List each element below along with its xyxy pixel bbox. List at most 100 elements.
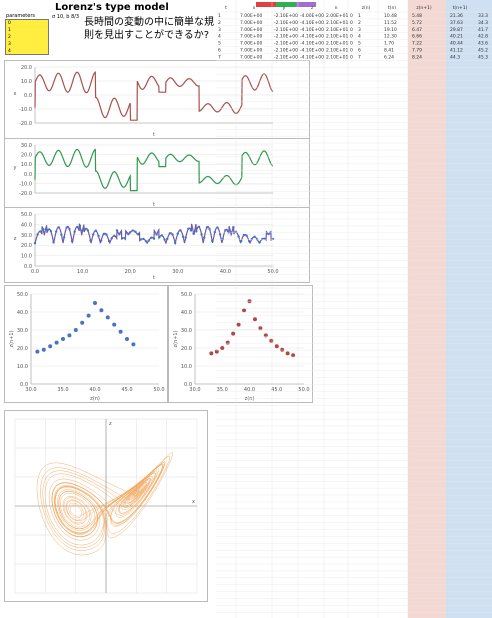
x-timeseries-panel: 20.0 10.0 0.0 -10.0 -20.0 x t bbox=[4, 60, 310, 140]
param-1: 1 bbox=[8, 28, 11, 33]
scatter-point bbox=[99, 308, 104, 313]
x-tick-label: 45.0 bbox=[271, 387, 282, 393]
series-point bbox=[242, 233, 246, 237]
scatter-point bbox=[48, 344, 53, 349]
sheet-column-blue bbox=[446, 0, 492, 618]
sheet-cell: 2.10E+01 bbox=[326, 48, 348, 54]
column-header: t bbox=[225, 5, 227, 11]
x-axis-label: t bbox=[153, 132, 155, 138]
sheet-cell: 10.48 bbox=[384, 13, 397, 19]
y-tick-label: 40.0 bbox=[181, 310, 192, 316]
scatter-point bbox=[86, 313, 91, 318]
sheet-cell: 7.00E+00 bbox=[240, 41, 262, 47]
scatter-point bbox=[209, 351, 214, 356]
series-point bbox=[129, 231, 132, 234]
sheet-cell: 33.3 bbox=[478, 13, 488, 19]
series-point bbox=[210, 239, 214, 243]
sheet-cell: -4.10E+00 bbox=[300, 27, 324, 33]
series-point bbox=[91, 233, 95, 236]
y-tick-label: 0.0 bbox=[184, 382, 192, 388]
series-line bbox=[34, 148, 274, 192]
sheet-cell: 2 bbox=[358, 20, 361, 26]
series-point bbox=[144, 240, 148, 243]
y-axis-label: x bbox=[14, 91, 17, 97]
column-header: t(n) bbox=[388, 5, 396, 11]
x-timeseries-chart: 20.0 10.0 0.0 -10.0 -20.0 x t bbox=[14, 65, 274, 138]
x-tick-label: 30.0 bbox=[189, 387, 200, 393]
scatter-panel-a: 0.0 10.0 20.0 30.0 40.0 50.0 30.0 35.0 40.0 45.0 5… bbox=[4, 285, 168, 403]
y-axis-label: z bbox=[14, 236, 17, 242]
sheet-cell: 1.70 bbox=[384, 41, 394, 47]
sheet-cell: 44.3 bbox=[450, 54, 460, 60]
sheet-cell: 7 bbox=[218, 54, 221, 60]
series-point bbox=[78, 224, 82, 228]
param-4: 4 bbox=[8, 49, 11, 54]
series-point bbox=[197, 225, 201, 229]
scatter-point bbox=[280, 347, 285, 352]
series-point bbox=[97, 234, 100, 238]
sheet-cell: 1 bbox=[358, 13, 361, 19]
y-tick-label: 0.0 bbox=[24, 172, 32, 178]
y-tick-label: 30.0 bbox=[21, 233, 32, 239]
series-point bbox=[44, 228, 47, 231]
sheet-cell: -2.10E+00 bbox=[274, 41, 298, 47]
series-point bbox=[136, 233, 140, 236]
series-point bbox=[200, 233, 203, 236]
series-point bbox=[224, 228, 227, 232]
sheet-cell: 6.66 bbox=[412, 34, 422, 40]
scatter-point bbox=[231, 331, 236, 336]
sheet-cell: -4.10E+00 bbox=[300, 41, 324, 47]
sheet-cell: 5 bbox=[358, 41, 361, 47]
x-tick-label: 40.0 bbox=[89, 387, 100, 393]
sheet-cell: -2.10E+00 bbox=[274, 34, 298, 40]
sheet-cell: 7.00E+00 bbox=[240, 48, 262, 54]
column-header: z bbox=[311, 6, 314, 11]
series-point bbox=[107, 239, 111, 243]
scatter-point bbox=[214, 349, 219, 354]
series-point bbox=[115, 229, 119, 232]
series-point bbox=[258, 241, 261, 244]
scatter-point bbox=[131, 342, 136, 347]
scatter-point bbox=[54, 340, 59, 345]
question-line-2: 則を見出すことができるか? bbox=[84, 30, 210, 41]
scatter-point bbox=[269, 338, 274, 343]
sheet-cell: 7 bbox=[358, 54, 361, 60]
sheet-cell: 0 bbox=[350, 48, 353, 54]
sheet-cell: 0 bbox=[350, 13, 353, 19]
sheet-cell: 7.00E+00 bbox=[240, 54, 262, 60]
spreadsheet[interactable]: t x y z n z(n) t(n) z(n+1) t(n+1) 1 7.00E+00 -2.10E… bbox=[216, 0, 492, 618]
column-header: z(n) bbox=[362, 5, 371, 11]
y-tick-label: -20.0 bbox=[19, 191, 32, 197]
y-axis-label: z(n+1) bbox=[9, 330, 15, 347]
series-point bbox=[213, 230, 217, 234]
y-tick-label: 30.0 bbox=[181, 328, 192, 334]
x-tick-label: 10.0 bbox=[77, 269, 88, 275]
series-point bbox=[134, 230, 137, 234]
sheet-cell: -4.10E+00 bbox=[300, 54, 324, 60]
sheet-cell: 45.3 bbox=[478, 54, 488, 60]
series-point bbox=[62, 236, 66, 239]
series-point bbox=[205, 226, 209, 229]
y-tick-label: 0.0 bbox=[24, 264, 32, 270]
series-point bbox=[152, 237, 156, 240]
param-label: parameters bbox=[6, 13, 36, 19]
column-header: x bbox=[253, 6, 256, 11]
series-point bbox=[181, 235, 185, 238]
y-tick-label: 50.0 bbox=[181, 292, 192, 298]
series-point bbox=[102, 232, 105, 236]
sheet-cell: 7.00E+00 bbox=[240, 13, 262, 19]
scatter-point bbox=[80, 320, 85, 325]
series-point bbox=[237, 235, 240, 238]
sheet-cell: 29.87 bbox=[450, 27, 463, 33]
y-tick-label: 20.0 bbox=[21, 153, 32, 159]
sheet-cell: -2.10E+00 bbox=[274, 54, 298, 60]
scatter-point bbox=[61, 337, 65, 341]
y-tick-label: 20.0 bbox=[181, 346, 192, 352]
sheet-cell: 42.8 bbox=[478, 34, 488, 40]
series-point bbox=[142, 237, 145, 241]
y-tick-label: 20.0 bbox=[21, 65, 32, 71]
series-point bbox=[33, 241, 37, 245]
x-tick-label: 45.0 bbox=[121, 387, 132, 393]
series-point bbox=[131, 229, 135, 232]
